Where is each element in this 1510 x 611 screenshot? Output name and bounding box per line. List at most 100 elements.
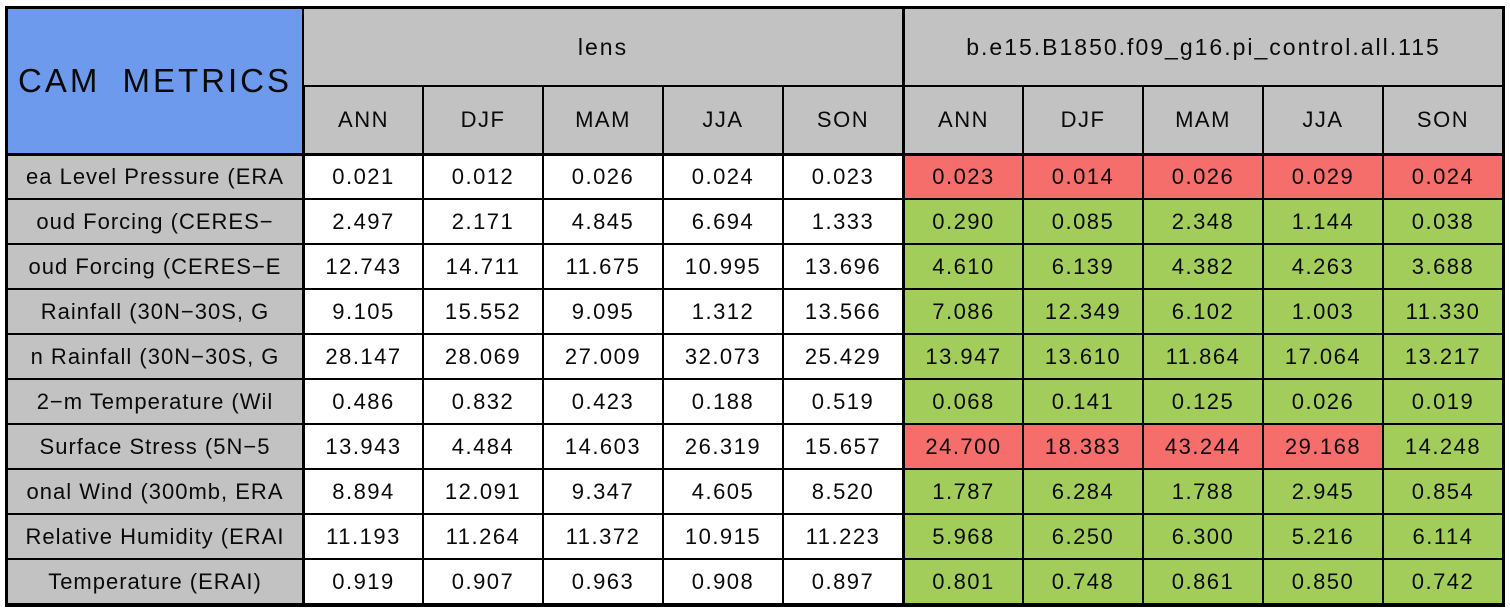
case-value-cell: 1.787 [904,470,1022,513]
case-value-cell: 12.349 [1024,290,1142,333]
case-value-cell: 6.250 [1024,515,1142,558]
case-value-cell: 0.850 [1264,560,1382,603]
metric-row-label: Rainfall (30N−30S, G [8,290,302,333]
case-value-cell: 6.300 [1144,515,1262,558]
lens-value-cell: 28.069 [424,335,542,378]
case-value-cell: 4.263 [1264,245,1382,288]
case-value-cell: 0.742 [1384,560,1502,603]
lens-value-cell: 1.312 [664,290,782,333]
case-value-cell: 13.947 [904,335,1022,378]
lens-value-cell: 2.497 [304,200,422,243]
season-header-lens-jja: JJA [664,87,782,153]
metric-row-label: Surface Stress (5N−5 [8,425,302,468]
case-value-cell: 4.382 [1144,245,1262,288]
metric-row-label: ea Level Pressure (ERA [8,155,302,198]
lens-value-cell: 0.423 [544,380,662,423]
season-header-lens-son: SON [784,87,902,153]
case-value-cell: 0.748 [1024,560,1142,603]
case-value-cell: 0.861 [1144,560,1262,603]
lens-value-cell: 10.915 [664,515,782,558]
lens-value-cell: 9.095 [544,290,662,333]
case-value-cell: 4.610 [904,245,1022,288]
case-value-cell: 5.216 [1264,515,1382,558]
lens-value-cell: 0.026 [544,155,662,198]
lens-value-cell: 12.091 [424,470,542,513]
metric-row-label: Temperature (ERAI) [8,560,302,603]
case-value-cell: 0.026 [1264,380,1382,423]
case-value-cell: 6.114 [1384,515,1502,558]
lens-value-cell: 0.963 [544,560,662,603]
metric-row-label: oud Forcing (CERES− [8,200,302,243]
group-header-lens: lens [304,9,902,85]
lens-value-cell: 13.566 [784,290,902,333]
case-value-cell: 0.029 [1264,155,1382,198]
case-value-cell: 13.217 [1384,335,1502,378]
lens-value-cell: 4.605 [664,470,782,513]
lens-value-cell: 9.347 [544,470,662,513]
case-value-cell: 0.125 [1144,380,1262,423]
lens-value-cell: 27.009 [544,335,662,378]
case-value-cell: 11.864 [1144,335,1262,378]
lens-value-cell: 11.223 [784,515,902,558]
case-value-cell: 17.064 [1264,335,1382,378]
metrics-grid: CAM METRICS lens b.e15.B1850.f09_g16.pi_… [8,9,1502,603]
cam-metrics-table: CAM METRICS lens b.e15.B1850.f09_g16.pi_… [5,6,1505,607]
lens-value-cell: 11.264 [424,515,542,558]
lens-value-cell: 14.603 [544,425,662,468]
season-header-case-ann: ANN [904,87,1022,153]
lens-value-cell: 4.484 [424,425,542,468]
lens-value-cell: 11.193 [304,515,422,558]
case-value-cell: 43.244 [1144,425,1262,468]
case-value-cell: 18.383 [1024,425,1142,468]
lens-value-cell: 13.943 [304,425,422,468]
season-header-case-son: SON [1384,87,1502,153]
lens-value-cell: 6.694 [664,200,782,243]
lens-value-cell: 12.743 [304,245,422,288]
case-value-cell: 0.290 [904,200,1022,243]
case-value-cell: 0.023 [904,155,1022,198]
case-value-cell: 0.014 [1024,155,1142,198]
lens-value-cell: 0.188 [664,380,782,423]
case-value-cell: 0.026 [1144,155,1262,198]
lens-value-cell: 0.832 [424,380,542,423]
lens-value-cell: 4.845 [544,200,662,243]
case-value-cell: 1.144 [1264,200,1382,243]
lens-value-cell: 0.024 [664,155,782,198]
lens-value-cell: 28.147 [304,335,422,378]
case-value-cell: 0.854 [1384,470,1502,513]
lens-value-cell: 0.908 [664,560,782,603]
season-header-case-mam: MAM [1144,87,1262,153]
lens-value-cell: 0.897 [784,560,902,603]
lens-value-cell: 8.894 [304,470,422,513]
case-value-cell: 0.801 [904,560,1022,603]
case-value-cell: 6.284 [1024,470,1142,513]
case-value-cell: 0.141 [1024,380,1142,423]
case-value-cell: 1.788 [1144,470,1262,513]
lens-value-cell: 0.519 [784,380,902,423]
case-value-cell: 29.168 [1264,425,1382,468]
case-value-cell: 0.019 [1384,380,1502,423]
lens-value-cell: 8.520 [784,470,902,513]
case-value-cell: 13.610 [1024,335,1142,378]
lens-value-cell: 25.429 [784,335,902,378]
metric-row-label: Relative Humidity (ERAI [8,515,302,558]
lens-value-cell: 9.105 [304,290,422,333]
lens-value-cell: 0.907 [424,560,542,603]
lens-value-cell: 15.552 [424,290,542,333]
case-value-cell: 0.038 [1384,200,1502,243]
case-value-cell: 24.700 [904,425,1022,468]
metric-row-label: n Rainfall (30N−30S, G [8,335,302,378]
case-value-cell: 2.945 [1264,470,1382,513]
lens-value-cell: 14.711 [424,245,542,288]
lens-value-cell: 0.486 [304,380,422,423]
case-value-cell: 7.086 [904,290,1022,333]
lens-value-cell: 26.319 [664,425,782,468]
case-value-cell: 0.085 [1024,200,1142,243]
case-value-cell: 1.003 [1264,290,1382,333]
season-header-case-jja: JJA [1264,87,1382,153]
lens-value-cell: 11.675 [544,245,662,288]
lens-value-cell: 0.012 [424,155,542,198]
season-header-lens-mam: MAM [544,87,662,153]
metric-row-label: 2−m Temperature (Wil [8,380,302,423]
lens-value-cell: 1.333 [784,200,902,243]
